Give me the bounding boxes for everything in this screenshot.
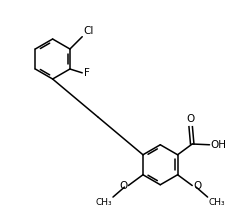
Text: CH₃: CH₃ — [95, 198, 112, 207]
Text: O: O — [186, 114, 194, 124]
Text: F: F — [83, 68, 89, 78]
Text: Cl: Cl — [83, 26, 93, 36]
Text: OH: OH — [210, 140, 226, 150]
Text: CH₃: CH₃ — [207, 198, 224, 207]
Text: O: O — [192, 181, 200, 191]
Text: O: O — [119, 181, 127, 191]
